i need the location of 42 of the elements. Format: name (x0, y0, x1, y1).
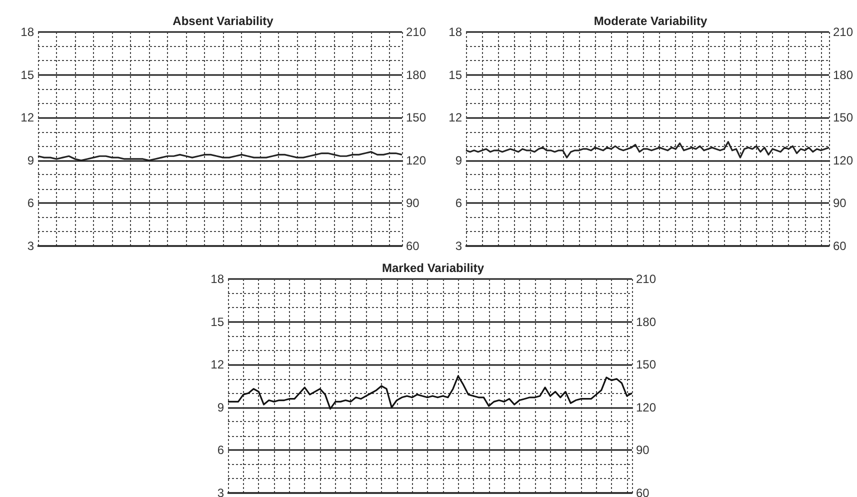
y2-tick-label: 120 (833, 153, 854, 168)
y-tick-label: 9 (27, 153, 34, 168)
y-tick-label: 3 (27, 239, 34, 253)
y2-tick-label: 180 (636, 314, 656, 329)
y2-tick-label: 210 (833, 25, 854, 39)
y-tick-label: 18 (20, 25, 34, 39)
y-tick-label: 15 (20, 68, 34, 82)
y-tick-label: 12 (448, 110, 462, 125)
y-tick-label: 18 (210, 272, 224, 286)
y2-tick-label: 210 (636, 272, 656, 286)
y-tick-label: 9 (217, 400, 224, 414)
y2-tick-label: 150 (406, 110, 426, 125)
y2-tick-label: 180 (406, 68, 426, 82)
y2-tick-label: 180 (833, 68, 854, 82)
y-tick-label: 6 (27, 196, 34, 210)
line-series (37, 151, 403, 162)
y-tick-label: 15 (448, 68, 462, 82)
y-tick-label: 9 (455, 153, 462, 168)
y2-tick-label: 90 (406, 196, 420, 210)
y2-tick-label: 60 (636, 486, 650, 497)
y2-tick-label: 120 (636, 400, 656, 414)
chart-title: Absent Variability (172, 14, 274, 28)
y-tick-label: 3 (455, 239, 462, 253)
y-tick-label: 6 (455, 196, 462, 210)
y2-tick-label: 120 (406, 153, 426, 168)
y-tick-label: 12 (20, 110, 34, 125)
y2-tick-label: 90 (833, 196, 847, 210)
y2-tick-label: 150 (636, 358, 656, 372)
y-tick-label: 18 (448, 25, 462, 39)
y-tick-label: 6 (217, 443, 224, 458)
y2-tick-label: 210 (406, 25, 426, 39)
y2-tick-label: 90 (636, 443, 650, 458)
y2-tick-label: 150 (833, 110, 854, 125)
line-series (227, 375, 633, 410)
y2-tick-label: 60 (406, 239, 420, 253)
y-tick-label: 15 (210, 314, 224, 329)
chart-title: Moderate Variability (594, 14, 708, 28)
y-tick-label: 3 (217, 486, 224, 497)
chart-title: Marked Variability (382, 261, 484, 275)
y2-tick-label: 60 (833, 239, 847, 253)
y-tick-label: 12 (210, 358, 224, 372)
line-series (465, 141, 830, 158)
